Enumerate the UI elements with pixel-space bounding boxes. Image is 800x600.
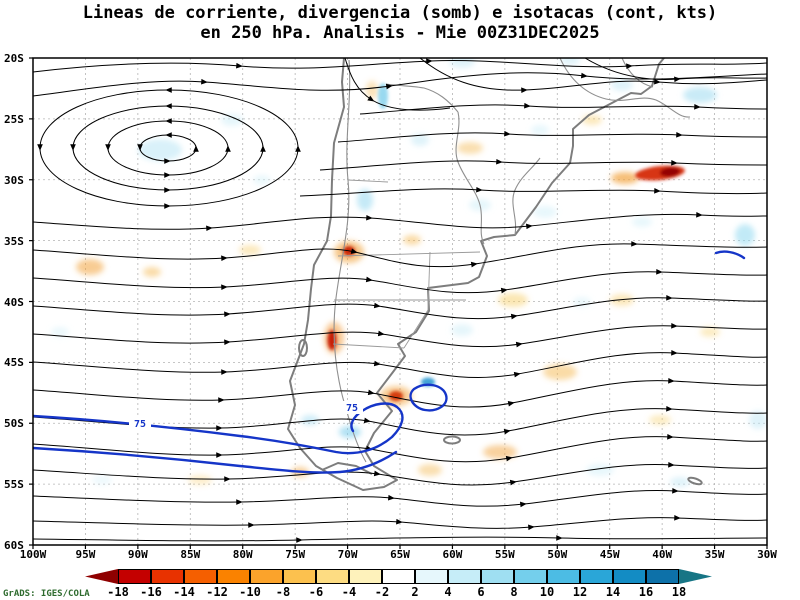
divergence-shading-cores [327,83,685,401]
colorbar-segment [481,569,514,584]
credit-text: GrADS: IGES/COLA [3,589,90,599]
colorbar-segment [85,569,118,584]
colorbar-segment [679,569,712,584]
isotach-label: 75 [134,419,146,430]
divergence-shading-soft [51,58,767,487]
colorbar-segment [514,569,547,584]
plot-frame [32,57,768,546]
colorbar-segment [184,569,217,584]
chart-title-line2: en 250 hPa. Analisis - Mie 00Z31DEC2025 [200,23,600,43]
streamlines [33,58,767,543]
colorbar-segment [646,569,679,584]
colorbar-segment [415,569,448,584]
colorbar-segment [283,569,316,584]
colorbar-segment [151,569,184,584]
isotach-label: 75 [346,403,358,414]
isotach-contours [33,250,746,474]
colorbar-segment [580,569,613,584]
colorbar-segment [613,569,646,584]
colorbar-segment [118,569,151,584]
colorbar-segment [217,569,250,584]
colorbar-segment [382,569,415,584]
colorbar-segment [448,569,481,584]
colorbar [85,569,712,584]
chart-title-line1: Lineas de corriente, divergencia (somb) … [82,3,718,23]
colorbar-segment [547,569,580,584]
coastline-borders [287,58,703,491]
colorbar-segment [349,569,382,584]
grid-lines [29,57,768,549]
colorbar-segment [250,569,283,584]
isotach-labels: 75 75 [129,401,363,430]
colorbar-segment [316,569,349,584]
